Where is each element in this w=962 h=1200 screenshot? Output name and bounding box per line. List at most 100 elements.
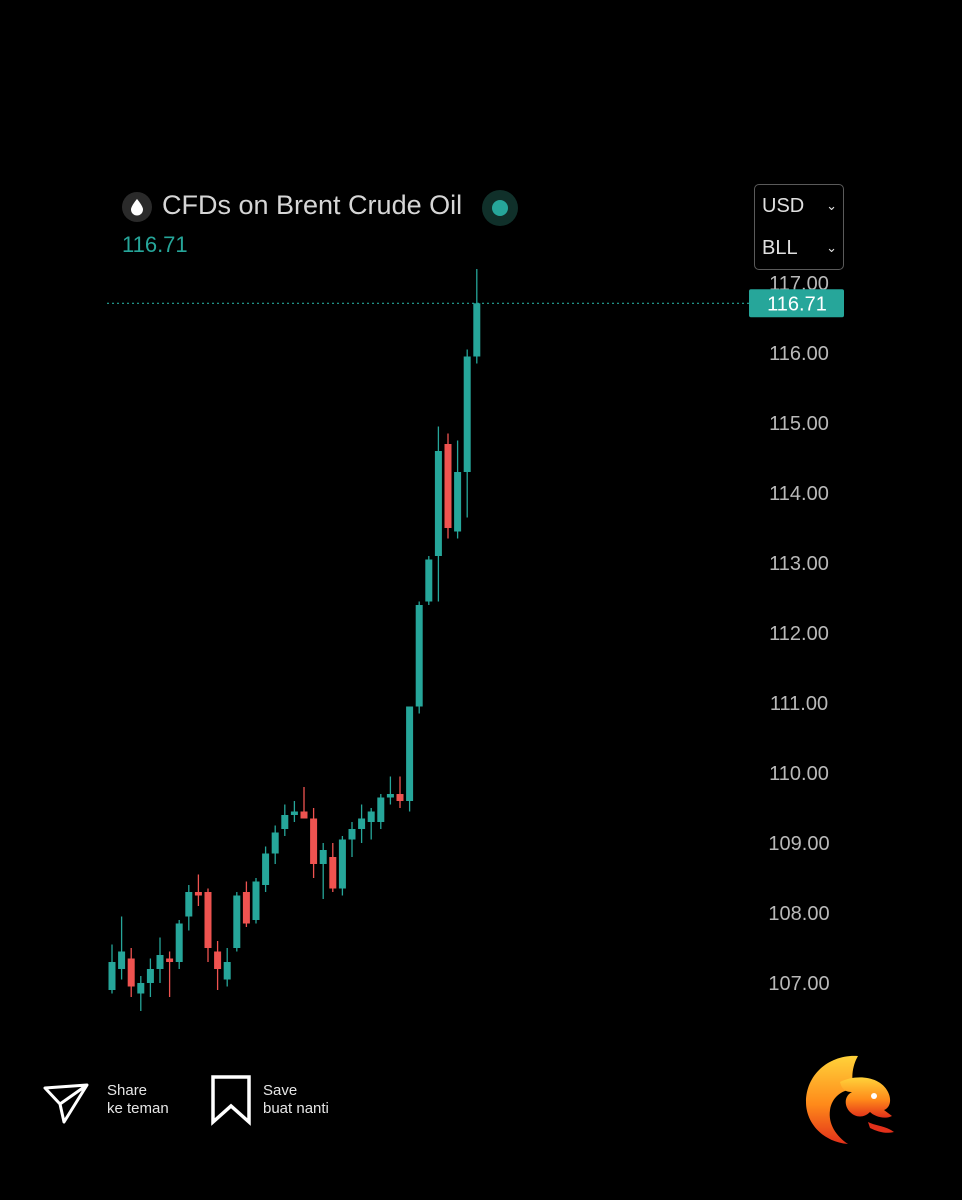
candle-body [185, 892, 193, 917]
candle [300, 787, 308, 819]
unit-dropdown[interactable]: BLL ⌄ [762, 233, 837, 263]
candle [271, 825, 279, 864]
unit-selector: USD ⌄ BLL ⌄ [754, 184, 844, 270]
bookmark-icon [211, 1075, 251, 1126]
candle-body [434, 451, 442, 556]
candle [166, 951, 174, 997]
candle-body [156, 955, 164, 969]
candle-body [396, 794, 404, 801]
y-tick-label: 108.00 [768, 903, 829, 925]
unit-value: BLL [762, 236, 798, 259]
candle [127, 948, 135, 997]
y-tick-label: 115.00 [769, 413, 829, 435]
share-icon [43, 1083, 89, 1124]
candle-body [118, 951, 126, 969]
candle-body [233, 895, 241, 948]
last-price-tag-label: 116.71 [767, 293, 827, 315]
candle-body [175, 923, 183, 962]
chevron-down-icon: ⌄ [826, 240, 837, 255]
candle [319, 843, 327, 899]
candle-body [406, 706, 414, 801]
candle [194, 874, 202, 906]
save-label: Save [263, 1082, 298, 1099]
candle [396, 776, 404, 808]
candle-body [367, 811, 375, 822]
candle [156, 937, 164, 983]
candle [118, 916, 126, 980]
share-sublabel: ke teman [107, 1100, 169, 1117]
candle-body [463, 356, 471, 472]
y-tick-label: 116.00 [769, 343, 829, 365]
last-price-tag: 116.71 [749, 289, 844, 318]
candle [204, 888, 212, 962]
candle [434, 426, 442, 602]
candle-body [338, 839, 346, 889]
candle [358, 804, 366, 843]
y-tick-label: 107.00 [768, 973, 829, 995]
candle [348, 822, 356, 857]
candle [415, 601, 423, 714]
candle-body [319, 850, 327, 864]
y-axis: 117.00116.00115.00114.00113.00112.00111.… [768, 273, 829, 995]
candle-body [386, 794, 394, 798]
status-dot-icon [482, 190, 518, 226]
y-tick-label: 110.00 [769, 763, 829, 785]
candle-body [271, 832, 279, 854]
y-tick-label: 114.00 [769, 483, 829, 505]
candle-body [377, 797, 385, 822]
y-tick-label: 111.00 [770, 693, 828, 715]
candle [329, 843, 337, 892]
candle [473, 269, 481, 364]
candle-body [358, 818, 366, 829]
candle [290, 801, 298, 822]
candle [463, 349, 471, 518]
candle-body [137, 983, 145, 994]
save-button[interactable]: Save buat nanti [210, 1074, 360, 1128]
candle [185, 885, 193, 931]
share-button[interactable]: Share ke teman [42, 1078, 192, 1128]
candle-body [214, 951, 222, 969]
candle [214, 941, 222, 990]
candle [175, 920, 183, 969]
candle [444, 433, 452, 539]
candle-body [454, 472, 462, 532]
candle-body [290, 811, 298, 815]
candle-body [242, 892, 250, 924]
candle-body [415, 605, 423, 707]
candle [367, 808, 375, 840]
candle-body [300, 811, 308, 819]
candle [386, 776, 394, 805]
candle-body [166, 958, 174, 962]
candle-body [262, 853, 270, 885]
share-label: Share [107, 1082, 148, 1099]
last-price-tag-bg [749, 289, 844, 318]
candle [406, 706, 414, 812]
candle [338, 836, 346, 896]
candle [137, 976, 145, 1011]
y-tick-label: 109.00 [768, 833, 829, 855]
candle [108, 944, 116, 994]
candle [281, 804, 289, 836]
candle-body [204, 892, 212, 948]
candle-body [348, 829, 356, 840]
candle [233, 892, 241, 952]
y-tick-label: 112.00 [769, 623, 829, 645]
candles-layer [108, 269, 481, 1011]
candle-body [194, 892, 202, 896]
dragon-logo-icon [806, 1055, 894, 1144]
currency-dropdown[interactable]: USD ⌄ [762, 191, 837, 221]
candle [252, 878, 260, 924]
symbol-title[interactable]: CFDs on Brent Crude Oil [162, 190, 463, 220]
candle [377, 794, 385, 829]
candle [425, 556, 433, 605]
candle-body [127, 958, 135, 987]
candle [242, 881, 250, 927]
last-price-value: 116.71 [122, 232, 188, 257]
candle [223, 948, 231, 987]
candle-body [310, 818, 318, 864]
currency-value: USD [762, 194, 805, 217]
candle-body [425, 559, 433, 602]
candle-body [444, 444, 452, 528]
candle-body [223, 962, 231, 980]
